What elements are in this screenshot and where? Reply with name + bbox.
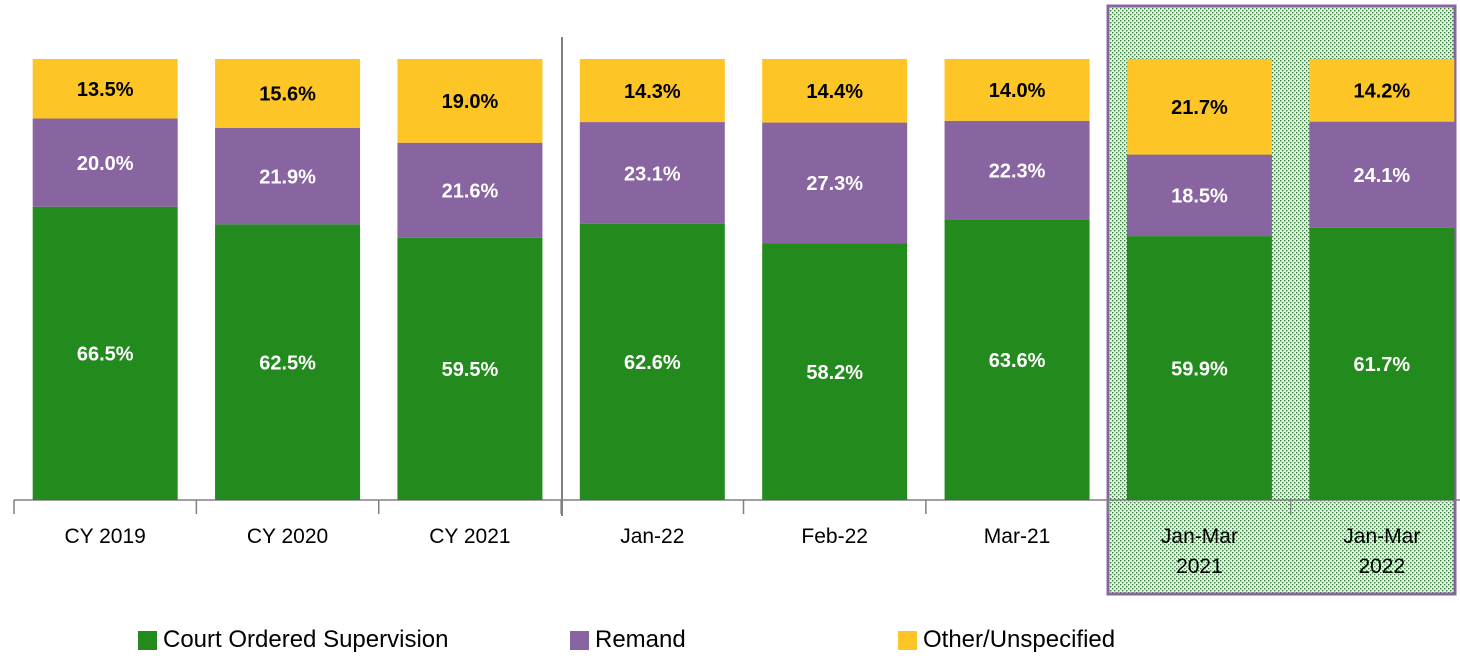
- x-tick-label: Jan-Mar 2021: [1160, 525, 1238, 578]
- data-label: 14.2%: [1353, 81, 1410, 103]
- bar-segment: [944, 59, 1090, 121]
- bar-segment: [1126, 236, 1272, 500]
- data-label: 14.3%: [624, 81, 681, 103]
- data-label: 62.5%: [259, 352, 316, 374]
- bar-segment: [32, 206, 178, 501]
- x-tick-label: Mar-21: [983, 525, 1051, 548]
- x-tick-label: CY 2021: [429, 525, 511, 548]
- x-tick-label: CY 2020: [246, 525, 329, 548]
- legend-swatch: [898, 630, 917, 650]
- bar-segment: [397, 142, 543, 238]
- data-label: 63.6%: [989, 350, 1046, 372]
- bar-segment: [397, 59, 543, 143]
- data-label: 18.5%: [1171, 186, 1228, 208]
- bar-segment: [579, 59, 725, 123]
- bar-segment: [397, 237, 543, 500]
- data-label: 14.4%: [806, 81, 863, 103]
- legend-label: Remand: [595, 626, 686, 653]
- bar-segment: [579, 122, 725, 224]
- bar-segment: [32, 118, 178, 207]
- data-label: 59.5%: [442, 359, 499, 381]
- legend-item: Court Ordered Supervision: [138, 626, 448, 654]
- data-label: 59.9%: [1171, 358, 1228, 380]
- legend-item: Other/Unspecified: [898, 626, 1115, 654]
- legend-swatch: [570, 630, 589, 650]
- bar-segment: [1309, 227, 1455, 500]
- data-label: 66.5%: [77, 344, 134, 366]
- data-label: 23.1%: [624, 163, 681, 185]
- data-label: 21.9%: [259, 166, 316, 188]
- data-label: 22.3%: [989, 160, 1046, 182]
- bar-segment: [944, 219, 1090, 501]
- data-label: 62.6%: [624, 352, 681, 374]
- legend-swatch: [138, 630, 157, 650]
- data-label: 61.7%: [1353, 354, 1410, 376]
- data-label: 14.0%: [989, 80, 1046, 102]
- x-tick-label: Feb-22: [801, 525, 868, 548]
- legend-label: Court Ordered Supervision: [163, 626, 449, 653]
- data-label: 21.7%: [1171, 97, 1228, 119]
- bar-segment: [579, 223, 725, 500]
- data-label: 21.6%: [442, 181, 499, 203]
- x-tick-label: Jan-Mar 2022: [1343, 525, 1421, 578]
- x-tick-label: Jan-22: [620, 525, 685, 548]
- data-label: 19.0%: [442, 91, 499, 113]
- bar-segment: [1309, 121, 1455, 228]
- bar-segment: [32, 59, 178, 119]
- bar-segment: [762, 243, 908, 500]
- legend-item: Remand: [570, 626, 686, 654]
- bar-segment: [762, 59, 908, 123]
- data-label: 27.3%: [806, 173, 863, 195]
- bar-segment: [1309, 59, 1455, 122]
- bar-segment: [1126, 59, 1272, 155]
- bar-segment: [1126, 154, 1272, 237]
- bar-segment: [215, 59, 361, 128]
- bar-segment: [762, 122, 908, 244]
- data-label: 13.5%: [77, 79, 134, 101]
- data-label: 24.1%: [1353, 165, 1410, 187]
- x-tick-label: CY 2019: [64, 525, 146, 548]
- data-label: 58.2%: [806, 362, 863, 384]
- bar-segment: [215, 127, 361, 225]
- data-label: 15.6%: [259, 84, 316, 106]
- data-label: 20.0%: [77, 153, 134, 175]
- bar-segment: [215, 224, 361, 500]
- legend-label: Other/Unspecified: [923, 626, 1116, 653]
- bar-segment: [944, 120, 1090, 220]
